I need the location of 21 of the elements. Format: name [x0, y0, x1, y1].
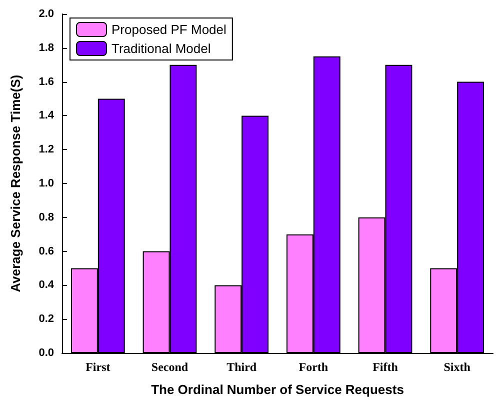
y-tick-label: 1.8: [38, 42, 54, 54]
legend-label: Traditional Model: [112, 41, 211, 56]
y-tick-label: 0.0: [38, 347, 54, 359]
x-tick-label: Second: [151, 360, 188, 374]
y-tick-label: 1.2: [38, 144, 54, 156]
y-tick-label: 0.8: [38, 211, 54, 224]
legend-label: Proposed PF Model: [112, 22, 227, 37]
y-tick-label: 0.6: [38, 245, 54, 258]
y-tick-label: 1.6: [38, 76, 54, 88]
x-axis-title: The Ordinal Number of Service Requests: [151, 382, 404, 397]
y-tick-label: 1.0: [38, 178, 54, 190]
y-tick-label: 1.4: [38, 110, 55, 122]
x-tick-label: Fifth: [372, 360, 398, 374]
x-tick-label: Sixth: [444, 360, 471, 374]
x-tick-label: Third: [226, 360, 257, 374]
y-tick-label: 2.0: [38, 8, 54, 20]
y-tick-label: 0.4: [38, 279, 55, 292]
x-tick-label: First: [86, 360, 110, 374]
y-tick-label: 0.2: [38, 313, 54, 326]
x-tick-label: Forth: [298, 360, 328, 374]
y-axis-title: Average Service Response Time(S): [8, 74, 23, 292]
